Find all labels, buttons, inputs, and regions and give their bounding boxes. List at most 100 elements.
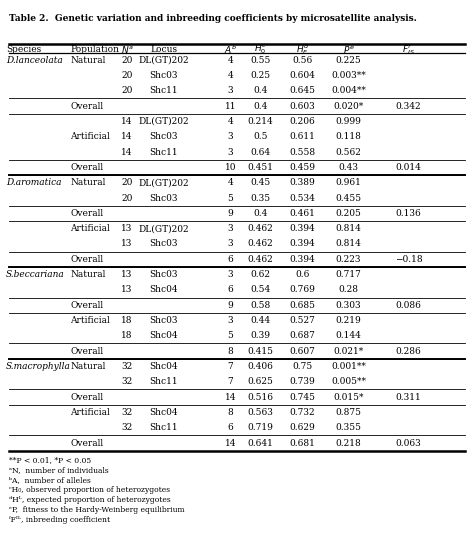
- Text: Shc11: Shc11: [149, 148, 178, 156]
- Text: 0.5: 0.5: [253, 132, 267, 141]
- Text: ᵈHᴸ, expected proportion of heterozygotes: ᵈHᴸ, expected proportion of heterozygote…: [9, 496, 171, 504]
- Text: 0.4: 0.4: [253, 102, 267, 111]
- Text: 0.814: 0.814: [336, 239, 361, 248]
- Text: 32: 32: [121, 362, 133, 371]
- Text: 20: 20: [121, 178, 133, 187]
- Text: 0.206: 0.206: [290, 117, 315, 126]
- Text: Shc03: Shc03: [149, 316, 178, 325]
- Text: 0.44: 0.44: [250, 316, 270, 325]
- Text: 0.015*: 0.015*: [333, 393, 364, 401]
- Text: 0.118: 0.118: [336, 132, 361, 141]
- Text: Shc04: Shc04: [149, 285, 178, 294]
- Text: 0.144: 0.144: [336, 331, 361, 340]
- Text: ᵉP,  fitness to the Hardy-Weinberg equilibrium: ᵉP, fitness to the Hardy-Weinberg equili…: [9, 506, 185, 514]
- Text: 0.342: 0.342: [396, 102, 421, 111]
- Text: 0.001**: 0.001**: [331, 362, 366, 371]
- Text: Shc11: Shc11: [149, 86, 178, 95]
- Text: ᵃN,  number of individuals: ᵃN, number of individuals: [9, 466, 109, 474]
- Text: **P < 0.01, *P < 0.05: **P < 0.01, *P < 0.05: [9, 456, 92, 464]
- Text: 18: 18: [121, 316, 133, 325]
- Text: 3: 3: [228, 86, 233, 95]
- Text: 14: 14: [225, 393, 236, 401]
- Text: 5: 5: [228, 331, 233, 340]
- Text: 0.389: 0.389: [290, 178, 315, 187]
- Text: Overall: Overall: [70, 163, 103, 172]
- Text: DL(GT)202: DL(GT)202: [138, 117, 189, 126]
- Text: $F_{IS}^{f}$: $F_{IS}^{f}$: [402, 42, 415, 57]
- Text: Shc04: Shc04: [149, 362, 178, 371]
- Text: 6: 6: [228, 423, 233, 432]
- Text: Natural: Natural: [70, 178, 106, 187]
- Text: Natural: Natural: [70, 362, 106, 371]
- Text: Shc03: Shc03: [149, 132, 178, 141]
- Text: ᶜH₀, observed proportion of heterozygotes: ᶜH₀, observed proportion of heterozygote…: [9, 486, 171, 494]
- Text: Locus: Locus: [150, 45, 177, 54]
- Text: 0.205: 0.205: [336, 209, 361, 218]
- Text: 14: 14: [121, 117, 133, 126]
- Text: 0.534: 0.534: [290, 194, 315, 202]
- Text: 0.136: 0.136: [396, 209, 421, 218]
- Text: Shc03: Shc03: [149, 71, 178, 80]
- Text: 0.394: 0.394: [290, 239, 315, 248]
- Text: 0.286: 0.286: [396, 347, 421, 356]
- Text: $A^{b}$: $A^{b}$: [224, 43, 237, 56]
- Text: 0.58: 0.58: [250, 301, 270, 310]
- Text: Shc11: Shc11: [149, 423, 178, 432]
- Text: 3: 3: [228, 148, 233, 156]
- Text: 0.218: 0.218: [336, 439, 361, 447]
- Text: 0.461: 0.461: [290, 209, 315, 218]
- Text: 0.455: 0.455: [335, 194, 362, 202]
- Text: Overall: Overall: [70, 439, 103, 447]
- Text: S.macrophylla: S.macrophylla: [6, 362, 71, 371]
- Text: 13: 13: [121, 239, 133, 248]
- Text: Artificial: Artificial: [70, 132, 110, 141]
- Text: 0.355: 0.355: [336, 423, 361, 432]
- Text: $P^{e}$: $P^{e}$: [343, 44, 354, 55]
- Text: 0.604: 0.604: [290, 71, 315, 80]
- Text: 0.25: 0.25: [250, 71, 270, 80]
- Text: 0.641: 0.641: [247, 439, 273, 447]
- Text: 0.875: 0.875: [336, 408, 361, 417]
- Text: 0.685: 0.685: [290, 301, 315, 310]
- Text: 4: 4: [228, 71, 233, 80]
- Text: Overall: Overall: [70, 255, 103, 264]
- Text: 13: 13: [121, 224, 133, 233]
- Text: 14: 14: [121, 148, 133, 156]
- Text: 32: 32: [121, 408, 133, 417]
- Text: 0.021*: 0.021*: [333, 347, 364, 356]
- Text: 0.607: 0.607: [290, 347, 315, 356]
- Text: 0.563: 0.563: [247, 408, 273, 417]
- Text: 0.681: 0.681: [290, 439, 315, 447]
- Text: 0.687: 0.687: [290, 331, 315, 340]
- Text: 20: 20: [121, 56, 133, 65]
- Text: 0.527: 0.527: [290, 316, 315, 325]
- Text: 0.219: 0.219: [336, 316, 361, 325]
- Text: 5: 5: [228, 194, 233, 202]
- Text: 32: 32: [121, 377, 133, 387]
- Text: Natural: Natural: [70, 270, 106, 279]
- Text: 9: 9: [228, 209, 233, 218]
- Text: Table 2.  Genetic variation and inbreeding coefficients by microsatellite analys: Table 2. Genetic variation and inbreedin…: [9, 14, 417, 23]
- Text: 0.004**: 0.004**: [331, 86, 366, 95]
- Text: 0.6: 0.6: [295, 270, 310, 279]
- Text: 0.43: 0.43: [338, 163, 358, 172]
- Text: DL(GT)202: DL(GT)202: [138, 178, 189, 187]
- Text: 3: 3: [228, 316, 233, 325]
- Text: 0.719: 0.719: [247, 423, 273, 432]
- Text: 0.603: 0.603: [290, 102, 315, 111]
- Text: 0.558: 0.558: [289, 148, 316, 156]
- Text: 3: 3: [228, 239, 233, 248]
- Text: 0.014: 0.014: [396, 163, 421, 172]
- Text: Overall: Overall: [70, 209, 103, 218]
- Text: 0.75: 0.75: [292, 362, 312, 371]
- Text: Shc03: Shc03: [149, 239, 178, 248]
- Text: 0.214: 0.214: [247, 117, 273, 126]
- Text: Artificial: Artificial: [70, 408, 110, 417]
- Text: 0.625: 0.625: [247, 377, 273, 387]
- Text: 0.629: 0.629: [290, 423, 315, 432]
- Text: 20: 20: [121, 194, 133, 202]
- Text: DL(GT)202: DL(GT)202: [138, 224, 189, 233]
- Text: 0.611: 0.611: [290, 132, 315, 141]
- Text: 0.562: 0.562: [336, 148, 361, 156]
- Text: 0.55: 0.55: [250, 56, 270, 65]
